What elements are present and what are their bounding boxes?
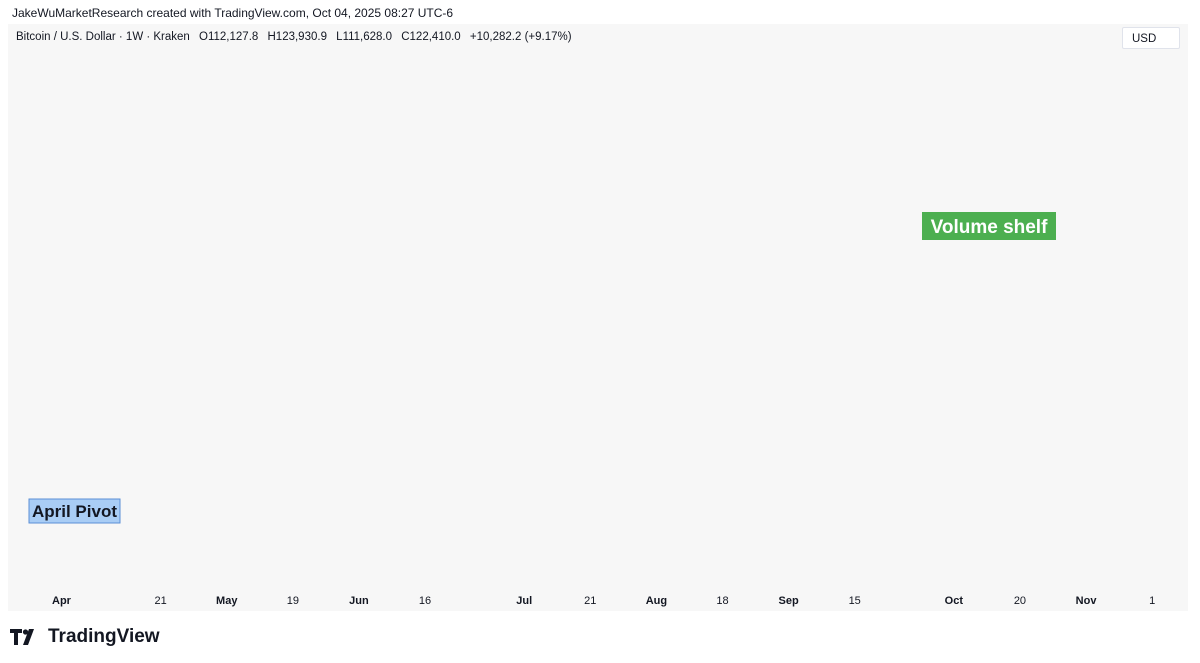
time-axis-label: Jul (516, 595, 532, 607)
time-axis-label: Oct (945, 595, 964, 607)
symbol-name: Bitcoin / U.S. Dollar · 1W · Kraken (16, 31, 190, 43)
time-axis-label: May (216, 595, 238, 607)
ohlc-low: L111,628.0 (336, 31, 393, 43)
tradingview-icon (10, 629, 34, 645)
time-axis-label: 19 (287, 595, 299, 607)
symbol-legend: Bitcoin / U.S. Dollar · 1W · Kraken O112… (16, 31, 578, 43)
ohlc-high: H123,930.9 (267, 31, 327, 43)
time-axis-label: 1 (1149, 595, 1155, 607)
ohlc-open: O112,127.8 (199, 31, 259, 43)
time-axis-label: Jun (349, 595, 369, 607)
april-pivot-annotation: April Pivot (28, 498, 121, 524)
april-pivot-label: April Pivot (32, 502, 117, 521)
time-axis-label: Apr (52, 595, 72, 607)
april-pivot-box (28, 498, 121, 524)
time-axis-label: Nov (1076, 595, 1098, 607)
tradingview-logo[interactable]: TradingView (10, 626, 160, 648)
volume-shelf-annotation: Volume shelf (922, 212, 1056, 240)
time-axis-label: 16 (419, 595, 431, 607)
tradingview-wordmark: TradingView (48, 626, 160, 647)
time-axis-label: Sep (779, 595, 799, 607)
volume-shelf-label: Volume shelf (931, 217, 1049, 238)
time-axis-label: 20 (1014, 595, 1026, 607)
time-axis-label: 21 (155, 595, 167, 607)
volume-shelf-box (922, 212, 1056, 240)
chart-area[interactable] (8, 24, 1188, 611)
currency-button[interactable]: USD (1122, 27, 1180, 49)
ohlc-close: C122,410.0 (401, 31, 461, 43)
time-axis-label: 21 (584, 595, 596, 607)
time-axis-label: 15 (849, 595, 861, 607)
ohlc-change: +10,282.2 (+9.17%) (469, 31, 572, 43)
time-axis-label: 18 (716, 595, 728, 607)
author-credit: JakeWuMarketResearch created with Tradin… (12, 6, 454, 20)
time-axis-label: Aug (646, 595, 667, 607)
